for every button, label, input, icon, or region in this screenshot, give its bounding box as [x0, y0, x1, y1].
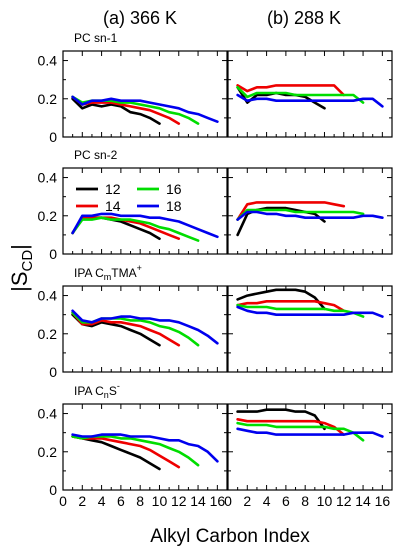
panel-r0-c1 — [227, 50, 393, 138]
x-tick-label: 14 — [190, 493, 206, 509]
panel-frame — [227, 285, 393, 373]
series-line-14 — [236, 299, 346, 313]
series-line-14 — [236, 201, 346, 221]
y-tick-label: 0.4 — [38, 406, 58, 422]
y-tick-label: 0 — [49, 482, 57, 498]
panel-r3-c1: 0 2 4 6 8 10 12 14 16 — [224, 403, 393, 509]
series-line-18 — [71, 433, 219, 463]
x-tick-label: 0 — [224, 493, 232, 509]
panel-frame — [227, 403, 393, 491]
panels-group: 00.20.400.20.400.20.40 2 4 6 8 10 12 14 1600.20.… — [38, 50, 393, 509]
legend-label-12: 12 — [105, 181, 121, 197]
series-line-16 — [71, 216, 200, 242]
series-line-16 — [236, 86, 365, 104]
y-tick-label: 0 — [49, 129, 57, 145]
y-tick-label: 0.2 — [38, 326, 58, 342]
panel-frame — [62, 167, 228, 255]
y-axis-label-main: |S — [7, 272, 32, 292]
x-tick-label: 8 — [301, 493, 309, 509]
row-label-ipa-s: IPA CnS- — [74, 381, 120, 400]
y-tick-label: 0 — [49, 246, 57, 262]
x-tick-label: 12 — [336, 493, 352, 509]
x-tick-label: 10 — [152, 493, 168, 509]
panel-frame — [227, 167, 393, 255]
series-line-12 — [236, 288, 326, 311]
series-line-18 — [236, 305, 384, 318]
y-tick-label: 0.4 — [38, 288, 58, 304]
y-tick-label: 0.2 — [38, 444, 58, 460]
series-line-16 — [236, 208, 365, 221]
series-line-14 — [71, 311, 181, 347]
row-label-ipa-tma-sup: + — [137, 263, 142, 273]
series-line-16 — [236, 303, 365, 318]
row-label-ipa-s-main: IPA C — [74, 384, 104, 398]
row-label-ipa-s-sub: n — [104, 390, 109, 400]
y-tick-label: 0.4 — [38, 53, 58, 69]
legend-label-16: 16 — [166, 181, 182, 197]
y-tick-label: 0 — [49, 364, 57, 380]
series-line-14 — [236, 84, 346, 97]
row-label-ipa-tma: IPA CmTMA+ — [74, 263, 142, 282]
legend-label-14: 14 — [105, 198, 121, 214]
panel-frame — [227, 50, 393, 138]
row-label-ipa-tma-sub: m — [104, 272, 112, 282]
x-tick-label: 0 — [59, 493, 67, 509]
y-tick-label: 0.2 — [38, 208, 58, 224]
row-label-ipa-tma-rest: TMA — [111, 266, 136, 280]
x-tick-label: 10 — [317, 493, 333, 509]
x-tick-label: 12 — [171, 493, 187, 509]
y-tick-label: 0.2 — [38, 91, 58, 107]
y-tick-label: 0.4 — [38, 170, 58, 186]
row-label-ipa-s-rest: S — [109, 384, 117, 398]
panel-r2-c1 — [227, 285, 393, 373]
y-axis-label: |SCD| — [7, 244, 36, 292]
x-tick-label: 6 — [282, 493, 290, 509]
legend: 12 16 14 18 — [76, 181, 182, 214]
panel-frame — [62, 50, 228, 138]
series-line-18 — [236, 93, 384, 108]
row-label-ipa-tma-main: IPA C — [74, 266, 104, 280]
series-line-12 — [71, 97, 161, 125]
series-line-14 — [71, 95, 181, 125]
column-title-b: (b) 288 K — [267, 8, 341, 28]
x-axis-label: Alkyl Carbon Index — [150, 526, 310, 547]
x-tick-label: 8 — [136, 493, 144, 509]
x-tick-label: 4 — [263, 493, 271, 509]
legend-label-18: 18 — [166, 198, 182, 214]
row-label-pc-sn1: PC sn-1 — [74, 31, 118, 45]
column-title-a: (a) 366 K — [103, 8, 177, 28]
series-line-18 — [236, 210, 384, 221]
series-line-14 — [71, 435, 181, 469]
x-tick-label: 6 — [117, 493, 125, 509]
x-tick-label: 2 — [78, 493, 86, 509]
panel-r0-c0: 0 0.2 0.4 — [38, 50, 228, 145]
series-line-12 — [236, 408, 326, 431]
series-line-18 — [71, 212, 219, 239]
panel-frame — [62, 403, 228, 491]
series-line-18 — [71, 309, 219, 345]
series-line-18 — [236, 427, 384, 438]
x-tick-label: 4 — [98, 493, 106, 509]
x-tick-label: 2 — [243, 493, 251, 509]
y-axis-label-sub: CD — [19, 250, 36, 272]
y-axis-label-end: | — [7, 244, 32, 250]
series-line-14 — [236, 417, 346, 436]
panel-r1-c0: 0 0.2 0.4 — [38, 167, 228, 262]
panel-frame — [62, 285, 228, 373]
x-tick-label: 16 — [210, 493, 226, 509]
x-tick-label: 16 — [375, 493, 391, 509]
row-label-ipa-s-sup: - — [117, 381, 120, 391]
panel-r2-c0: 0 0.2 0.4 — [38, 285, 228, 380]
panel-r1-c1 — [227, 167, 393, 255]
row-label-pc-sn2: PC sn-2 — [74, 148, 118, 162]
series-line-16 — [236, 421, 365, 442]
series-line-18 — [71, 95, 219, 123]
x-tick-label: 14 — [355, 493, 371, 509]
